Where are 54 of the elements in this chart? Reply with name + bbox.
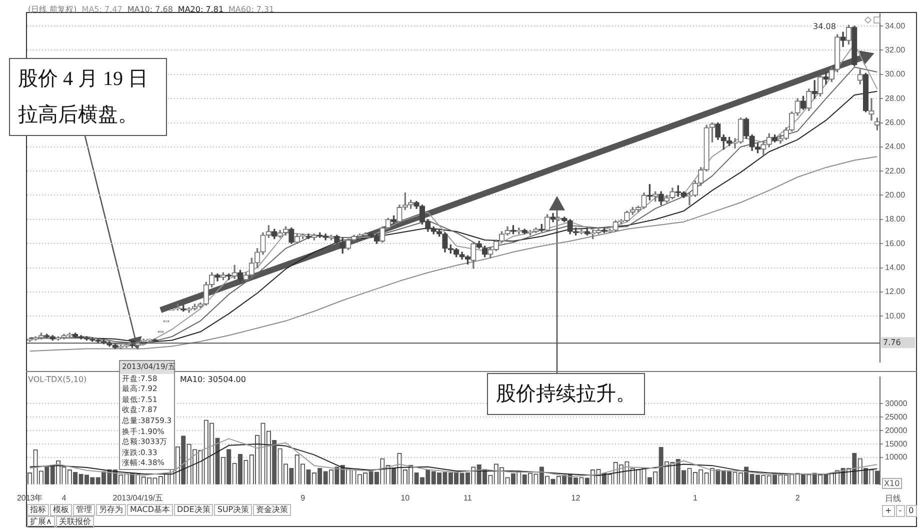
text: 关联报价	[56, 516, 94, 528]
y-tick-label: 24.00	[885, 142, 906, 152]
y-tick-label: 16.00	[885, 238, 906, 248]
text: 日线	[885, 493, 901, 504]
y-tick-label: 20.00	[885, 190, 906, 200]
text: MA60: 7.31	[228, 5, 274, 14]
y-tick-label: 10000	[885, 452, 908, 462]
text: 0	[906, 505, 917, 517]
x-tick-label: 9	[300, 493, 306, 502]
text: 扩展∧	[27, 516, 55, 528]
text: MA20: 7.81	[178, 5, 224, 14]
y-tick-label: 14.00	[885, 262, 906, 272]
text: X10	[882, 478, 902, 489]
text: 指标	[27, 504, 49, 516]
text: MACD基本	[127, 504, 173, 516]
y-tick-label: 26.00	[885, 118, 906, 127]
y-tick-label: 30.00	[885, 70, 906, 79]
text: MA10: 7.68	[127, 5, 173, 14]
text: 另存为	[96, 504, 126, 516]
annotation: 股价 4 月 19 日拉高后横盘。	[9, 58, 167, 136]
chart-title: VOL-TDX(5,10)	[28, 375, 87, 384]
y-tick-label: 30000	[885, 398, 908, 408]
y-tick-label: 18.00	[885, 214, 906, 224]
text: DDE决策	[174, 504, 214, 516]
text: 管理	[73, 504, 95, 516]
candlestick	[868, 98, 874, 121]
x-tick-label: 10	[400, 493, 410, 502]
text: MA10: 30504.00	[180, 375, 246, 384]
annotation: 股价持续拉升。	[487, 373, 645, 415]
text: -	[896, 505, 905, 517]
text: 模板	[50, 504, 72, 516]
chart-title: (日线 前复权)	[28, 5, 77, 14]
x-tick-label: 12	[571, 493, 581, 502]
ref-line-label: 7.76	[883, 338, 901, 348]
x-tick-label: 2013/04/19/五	[112, 493, 164, 502]
y-tick-label: 22.00	[885, 166, 906, 176]
text: MA5: 7.47	[82, 5, 122, 14]
y-tick-label: 32.00	[885, 45, 906, 54]
y-tick-label: 12.00	[885, 287, 906, 296]
y-tick-label: 20000	[885, 426, 908, 435]
x-tick-label: 1	[692, 493, 698, 502]
annotation: 34.08	[812, 22, 837, 31]
y-tick-label: 10.00	[885, 311, 906, 320]
y-tick-label: 34.00	[885, 21, 906, 30]
x-tick-label: 11	[464, 493, 472, 502]
x-tick-label: 2	[795, 493, 800, 502]
text: SUP决策	[214, 504, 252, 516]
candlestick	[823, 72, 829, 84]
y-tick-label: 15000	[885, 439, 908, 448]
x-tick-label: 4	[62, 493, 67, 502]
text: +	[882, 505, 895, 517]
y-tick-label: 25000	[885, 412, 908, 422]
y-tick-label: 28.00	[885, 94, 906, 103]
text: 资金决策	[253, 504, 292, 516]
